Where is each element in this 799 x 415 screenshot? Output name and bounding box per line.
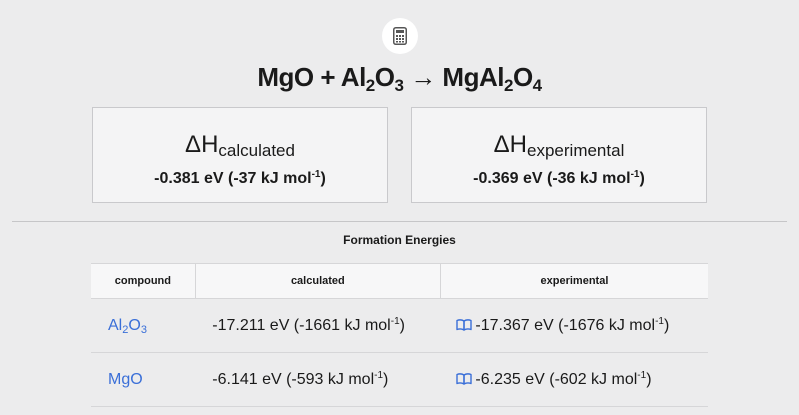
calculated-cell: -17.211 eV (-1661 kJ mol-1)	[195, 298, 441, 353]
book-icon[interactable]	[456, 372, 473, 385]
formation-energies-table: compound calculated experimental Al2O3 -…	[91, 263, 708, 415]
formation-energies-title: Formation Energies	[343, 233, 456, 247]
header-compound: compound	[91, 263, 196, 299]
book-icon[interactable]	[456, 318, 473, 331]
experimental-enthalpy-label: ΔHexperimental	[493, 131, 625, 160]
reaction-arrow: →	[403, 62, 443, 92]
section-divider	[12, 221, 787, 222]
compound-cell: MgO	[91, 352, 196, 407]
header-calculated: calculated	[195, 263, 441, 299]
experimental-cell: -17.367 eV (-1676 kJ mol-1)	[440, 298, 708, 353]
calculated-enthalpy-card: ΔHcalculated -0.381 eV (-37 kJ mol-1)	[92, 107, 388, 203]
calculator-icon	[393, 27, 407, 45]
table-row: MgO -6.141 eV (-593 kJ mol-1) -6.235 eV …	[91, 352, 708, 407]
compound-link-al2o3[interactable]: Al2O3	[108, 316, 147, 336]
experimental-enthalpy-card: ΔHexperimental -0.369 eV (-36 kJ mol-1)	[411, 107, 707, 203]
compound-cell: Al2O3	[91, 298, 196, 353]
product-mgal2o4: MgAl2O4	[442, 62, 542, 95]
reaction-equation: MgO + Al2O3 → MgAl2O4	[0, 62, 799, 95]
calculated-enthalpy-value: -0.381 eV (-37 kJ mol-1)	[154, 169, 326, 188]
compound-link-mgo[interactable]: MgO	[108, 370, 143, 388]
experimental-enthalpy-value: -0.369 eV (-36 kJ mol-1)	[473, 169, 645, 188]
calculated-cell: -6.141 eV (-593 kJ mol-1)	[195, 352, 441, 407]
calculated-enthalpy-label: ΔHcalculated	[185, 131, 295, 160]
table-row-partial	[91, 407, 708, 415]
table-row: Al2O3 -17.211 eV (-1661 kJ mol-1) -17.36…	[91, 298, 708, 353]
calculator-icon-badge	[382, 18, 418, 54]
header-experimental: experimental	[440, 263, 708, 299]
table-header-row: compound calculated experimental	[91, 263, 708, 299]
reactant-mgo: MgO	[257, 62, 314, 92]
reactant-al2o3: Al2O3	[340, 62, 404, 95]
plus-sign: +	[313, 62, 341, 92]
experimental-cell: -6.235 eV (-602 kJ mol-1)	[440, 352, 708, 407]
